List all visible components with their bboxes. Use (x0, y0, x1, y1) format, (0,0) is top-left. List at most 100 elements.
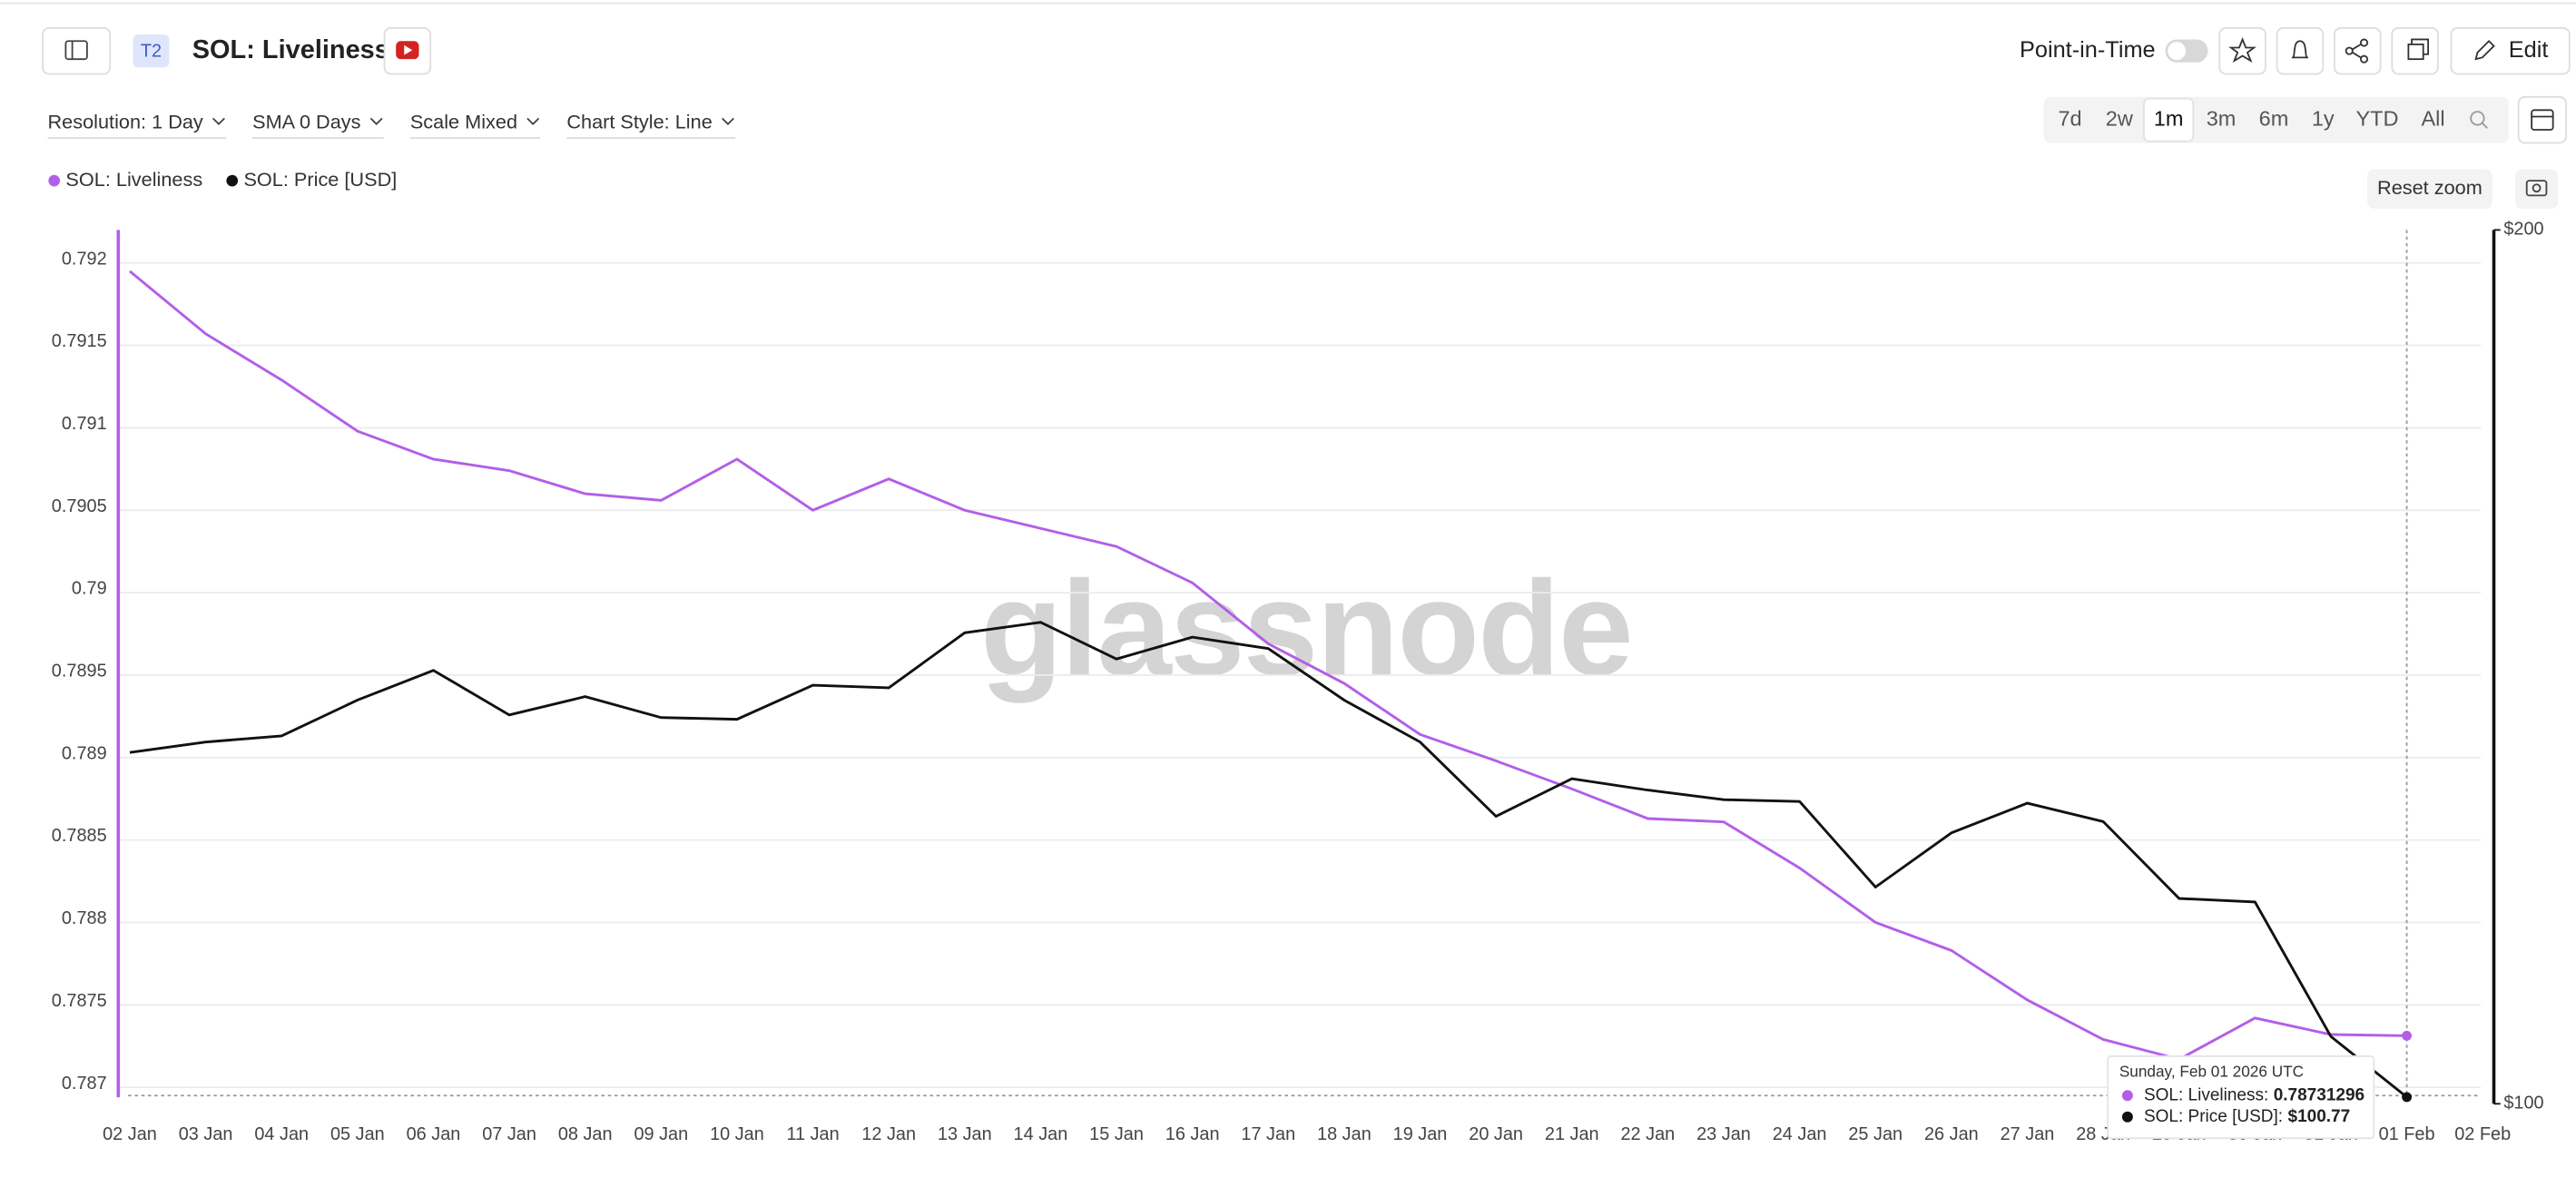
x-tick-label: 08 Jan (558, 1124, 613, 1144)
chevron (212, 117, 225, 125)
x-tick-label: 14 Jan (1014, 1124, 1068, 1144)
range-button[interactable]: All (2421, 106, 2444, 130)
series-line (129, 270, 2407, 1061)
tooltip-row: SOL: Liveliness: 0.78731296 (2144, 1085, 2365, 1104)
range-button[interactable]: YTD (2355, 106, 2398, 130)
alert-button[interactable] (2276, 26, 2325, 75)
range-button[interactable]: 7d (2058, 106, 2081, 130)
dropdown-label[interactable]: SMA 0 Days (252, 111, 361, 133)
x-tick-label: 21 Jan (1545, 1124, 1599, 1144)
chevron (369, 117, 383, 125)
tooltip-marker (2121, 1111, 2133, 1123)
reset-zoom-button[interactable] (2367, 169, 2492, 209)
x-tick-label: 06 Jan (407, 1124, 461, 1144)
watermark: glassnode (980, 554, 1632, 703)
x-tick-label: 07 Jan (482, 1124, 536, 1144)
tooltip-value: $100.77 (2288, 1107, 2351, 1126)
x-tick-label: 04 Jan (254, 1124, 309, 1144)
point-in-time-label: Point-in-Time (2020, 37, 2156, 63)
x-tick-label: 25 Jan (1848, 1124, 1903, 1144)
range-button[interactable]: 3m (2207, 106, 2237, 130)
x-tick-label: 27 Jan (2001, 1124, 2055, 1144)
page-title: SOL: Liveliness (192, 35, 389, 64)
tooltip-value: 0.78731296 (2274, 1085, 2365, 1104)
x-tick-label: 23 Jan (1696, 1124, 1751, 1144)
series-line (129, 621, 2408, 1099)
range-selected (2143, 97, 2195, 142)
x-tick-label: 19 Jan (1393, 1124, 1448, 1144)
screenshot-button[interactable] (2515, 169, 2559, 209)
x-tick-label: 11 Jan (786, 1124, 839, 1144)
y-tick-label: 0.7875 (52, 991, 107, 1011)
x-tick-label: 18 Jan (1317, 1124, 1372, 1144)
y-tick-label: 0.7895 (52, 662, 107, 682)
bell-icon (2291, 40, 2308, 59)
x-tick-label: 22 Jan (1621, 1124, 1676, 1144)
y2-tick-label: $100 (2503, 1094, 2543, 1113)
y-tick-label: 0.7885 (52, 826, 107, 846)
calendar-button[interactable] (2517, 95, 2568, 144)
chevron (526, 117, 540, 125)
y-tick-label: 0.789 (62, 743, 107, 763)
point-in-time-toggle[interactable] (2165, 39, 2208, 63)
x-tick-label: 09 Jan (634, 1124, 688, 1144)
x-tick-label: 16 Jan (1165, 1124, 1220, 1144)
x-tick-label: 02 Feb (2454, 1124, 2511, 1144)
share-icon (2345, 38, 2369, 64)
legend-label[interactable]: SOL: Liveliness (65, 168, 202, 191)
pencil-icon (2474, 39, 2495, 61)
hover-point (2402, 1092, 2413, 1103)
y-tick-label: 0.7915 (52, 331, 107, 351)
x-tick-label: 05 Jan (330, 1124, 385, 1144)
youtube-button[interactable] (383, 26, 432, 75)
edit-label: Edit (2509, 37, 2549, 63)
hover-point (2402, 1030, 2413, 1041)
x-tick-label: 03 Jan (179, 1124, 233, 1144)
range-button[interactable]: 1y (2312, 106, 2335, 130)
tooltip-label: SOL: Price [USD]: (2144, 1107, 2283, 1126)
reset-zoom-label: Reset zoom (2377, 176, 2483, 199)
y-tick-label: 0.792 (62, 249, 107, 269)
tooltip-row: SOL: Price [USD]: $100.77 (2144, 1107, 2350, 1126)
x-tick-label: 13 Jan (938, 1124, 992, 1144)
x-tick-label: 01 Feb (2379, 1124, 2435, 1144)
tooltip-marker (2121, 1090, 2133, 1102)
dropdown-label[interactable]: Scale Mixed (410, 111, 517, 133)
x-tick-label: 17 Jan (1241, 1124, 1295, 1144)
copy-button[interactable] (2391, 26, 2439, 75)
share-button[interactable] (2334, 26, 2382, 75)
x-tick-label: 10 Jan (710, 1124, 764, 1144)
y-tick-label: 0.7905 (52, 496, 107, 516)
legend-marker (226, 174, 239, 187)
y-tick-label: 0.791 (62, 414, 107, 434)
tier-badge: T2 (141, 41, 162, 61)
y-tick-label: 0.788 (62, 908, 107, 928)
edit-button[interactable] (2450, 26, 2571, 75)
tier-badge-bg (133, 34, 170, 68)
tooltip-label: SOL: Liveliness: (2144, 1085, 2268, 1104)
x-tick-label: 24 Jan (1773, 1124, 1827, 1144)
star-icon (2228, 37, 2256, 64)
range-button[interactable]: 1m (2154, 106, 2184, 130)
x-tick-label: 26 Jan (1924, 1124, 1979, 1144)
y-tick-label: 0.79 (72, 579, 107, 599)
dropdown-label[interactable]: Chart Style: Line (566, 111, 712, 133)
tooltip-title: Sunday, Feb 01 2026 UTC (2119, 1062, 2304, 1080)
range-button[interactable]: 2w (2106, 106, 2134, 130)
legend-label[interactable]: SOL: Price [USD] (243, 168, 397, 191)
legend-marker (48, 174, 61, 187)
range-button[interactable]: 6m (2259, 106, 2289, 130)
sidebar-button[interactable] (42, 26, 112, 75)
x-tick-label: 15 Jan (1089, 1124, 1144, 1144)
y-tick-label: 0.787 (62, 1074, 107, 1094)
x-tick-label: 02 Jan (103, 1124, 157, 1144)
tooltip-box (2107, 1055, 2375, 1140)
favorite-button[interactable] (2218, 26, 2266, 75)
dropdown-label[interactable]: Resolution: 1 Day (47, 111, 202, 133)
zoom-select-icon[interactable] (2470, 111, 2488, 129)
x-tick-label: 12 Jan (861, 1124, 916, 1144)
copy-icon (2407, 38, 2430, 61)
x-tick-label: 20 Jan (1469, 1124, 1523, 1144)
